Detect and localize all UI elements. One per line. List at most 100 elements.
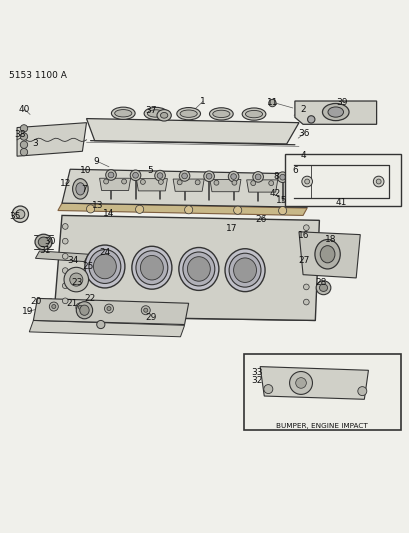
Ellipse shape — [315, 281, 330, 295]
Text: 33: 33 — [251, 368, 263, 377]
Circle shape — [20, 133, 27, 140]
Polygon shape — [29, 320, 184, 337]
Ellipse shape — [144, 107, 167, 119]
Circle shape — [104, 304, 113, 313]
Circle shape — [62, 224, 68, 229]
Circle shape — [181, 173, 187, 179]
Ellipse shape — [38, 237, 49, 247]
Circle shape — [130, 170, 141, 181]
Circle shape — [228, 171, 238, 182]
Circle shape — [144, 308, 147, 312]
Text: 12: 12 — [59, 179, 71, 188]
Circle shape — [184, 206, 192, 214]
Circle shape — [268, 181, 273, 185]
Text: 32: 32 — [251, 376, 262, 385]
Circle shape — [279, 174, 285, 180]
Circle shape — [295, 378, 306, 388]
Circle shape — [78, 305, 82, 309]
Text: 10: 10 — [80, 166, 91, 175]
Circle shape — [140, 180, 145, 184]
Text: 6: 6 — [291, 166, 297, 175]
Text: 42: 42 — [269, 189, 280, 198]
Text: 3: 3 — [32, 140, 38, 148]
Circle shape — [230, 174, 236, 180]
Ellipse shape — [140, 255, 163, 280]
Circle shape — [158, 180, 163, 184]
Ellipse shape — [292, 175, 304, 186]
Circle shape — [375, 179, 380, 184]
Text: 5153 1100 A: 5153 1100 A — [9, 71, 67, 80]
Circle shape — [303, 299, 308, 305]
Bar — [243, 354, 400, 430]
Ellipse shape — [176, 108, 200, 120]
Circle shape — [103, 179, 108, 184]
Ellipse shape — [132, 246, 171, 289]
Text: 21: 21 — [66, 299, 78, 308]
Ellipse shape — [160, 112, 167, 118]
Ellipse shape — [147, 110, 164, 117]
Text: 4: 4 — [299, 151, 305, 160]
Circle shape — [135, 205, 144, 213]
Polygon shape — [33, 298, 188, 325]
Circle shape — [154, 171, 165, 181]
Text: 30: 30 — [44, 238, 55, 246]
Circle shape — [263, 385, 272, 393]
Circle shape — [206, 173, 211, 179]
Polygon shape — [17, 123, 86, 156]
Text: 20: 20 — [30, 297, 41, 306]
Ellipse shape — [322, 103, 348, 120]
Text: 14: 14 — [103, 209, 115, 218]
Circle shape — [278, 206, 286, 215]
Circle shape — [303, 255, 308, 261]
Polygon shape — [54, 215, 319, 320]
Text: 34: 34 — [67, 256, 79, 265]
Circle shape — [108, 172, 114, 178]
Circle shape — [20, 148, 27, 156]
Circle shape — [62, 268, 68, 273]
Polygon shape — [35, 251, 88, 262]
Text: 39: 39 — [335, 98, 347, 107]
Text: 28: 28 — [315, 278, 326, 287]
Circle shape — [289, 372, 312, 394]
Text: 9: 9 — [94, 157, 99, 166]
Text: 13: 13 — [92, 201, 103, 209]
Text: 35: 35 — [9, 212, 21, 221]
Circle shape — [107, 306, 111, 311]
Ellipse shape — [182, 252, 214, 286]
Circle shape — [62, 298, 68, 304]
Circle shape — [301, 176, 312, 187]
Circle shape — [307, 116, 314, 123]
Ellipse shape — [85, 245, 125, 288]
Polygon shape — [58, 203, 306, 215]
Circle shape — [62, 283, 68, 288]
Text: 27: 27 — [297, 256, 309, 265]
Polygon shape — [62, 169, 310, 207]
Circle shape — [276, 172, 287, 182]
Ellipse shape — [314, 239, 339, 269]
Ellipse shape — [115, 110, 132, 117]
Ellipse shape — [319, 246, 334, 263]
Text: 36: 36 — [297, 129, 309, 138]
Ellipse shape — [136, 251, 167, 285]
Circle shape — [70, 273, 83, 286]
Text: 7: 7 — [81, 185, 87, 194]
Circle shape — [373, 176, 383, 187]
Circle shape — [213, 180, 218, 185]
Text: 18: 18 — [324, 235, 336, 244]
Text: 5: 5 — [146, 166, 152, 175]
Ellipse shape — [80, 305, 89, 316]
Ellipse shape — [225, 249, 265, 292]
Circle shape — [86, 205, 94, 213]
Circle shape — [52, 304, 56, 309]
Polygon shape — [173, 179, 204, 191]
Text: 23: 23 — [72, 278, 83, 287]
Text: 17: 17 — [225, 224, 237, 233]
Circle shape — [233, 206, 241, 214]
Text: 19: 19 — [22, 307, 33, 316]
Circle shape — [304, 179, 309, 184]
Ellipse shape — [157, 110, 171, 121]
Circle shape — [106, 169, 116, 180]
Circle shape — [203, 171, 214, 182]
Polygon shape — [294, 101, 376, 124]
Ellipse shape — [245, 110, 262, 118]
